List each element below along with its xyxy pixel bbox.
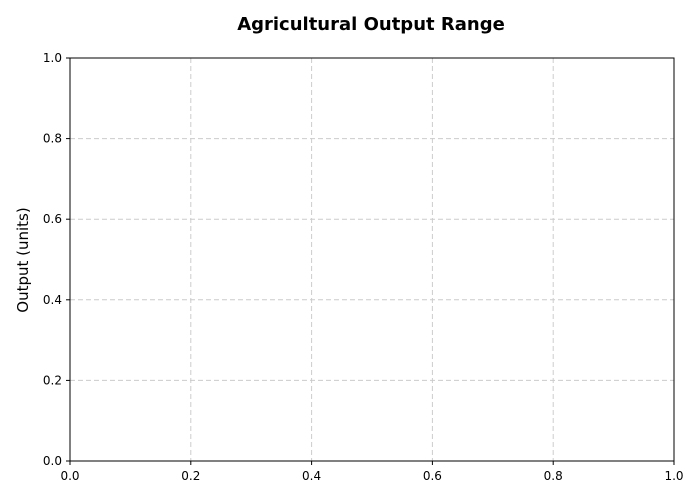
x-tick-label: 0.4 xyxy=(302,469,321,483)
grid xyxy=(69,57,675,462)
chart-title: Agricultural Output Range xyxy=(237,14,505,35)
x-tick-label: 0.8 xyxy=(544,469,563,483)
y-tick-label: 0.4 xyxy=(43,293,62,307)
y-tick-label: 0.6 xyxy=(43,212,62,226)
x-tick-label: 0.6 xyxy=(423,469,442,483)
y-tick-label: 0.8 xyxy=(43,132,62,146)
y-axis-label: Output (units) xyxy=(14,207,32,312)
x-tick-label: 0.0 xyxy=(60,469,79,483)
y-tick-label: 0.0 xyxy=(43,454,62,468)
y-axis: 0.0 0.2 0.4 0.6 0.8 1.0 xyxy=(43,51,70,468)
x-tick-label: 1.0 xyxy=(664,469,683,483)
y-tick-label: 1.0 xyxy=(43,51,62,65)
y-tick-label: 0.2 xyxy=(43,373,62,387)
x-tick-label: 0.2 xyxy=(181,469,200,483)
x-axis: 0.0 0.2 0.4 0.6 0.8 1.0 xyxy=(60,461,684,483)
plot-area xyxy=(69,57,675,462)
